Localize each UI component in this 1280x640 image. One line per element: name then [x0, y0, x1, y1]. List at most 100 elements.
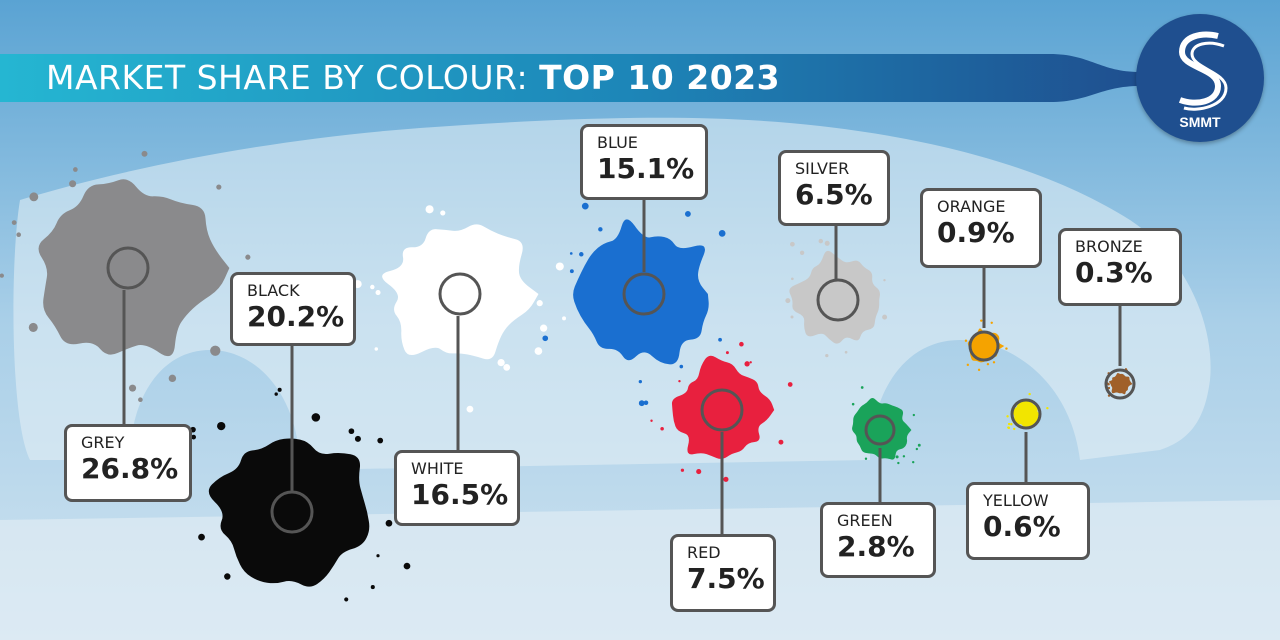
splat-droplet-yellow — [1006, 415, 1009, 418]
splat-droplet-red — [660, 427, 664, 431]
splat-droplet-green — [897, 461, 900, 465]
splat-droplet-green — [864, 457, 868, 460]
splat-droplet-blue — [542, 335, 549, 342]
splat-droplet-white — [425, 205, 434, 214]
label-box-blue: BLUE 15.1% — [580, 124, 708, 200]
splat-droplet-grey — [141, 150, 148, 157]
splat-droplet-grey — [138, 397, 143, 403]
value-label-white: 16.5% — [411, 478, 509, 511]
splat-droplet-blue — [718, 337, 722, 342]
splat-droplet-black — [274, 392, 278, 396]
marker-ring-orange — [968, 330, 1000, 362]
splat-droplet-yellow — [1046, 406, 1049, 410]
category-label-red: RED — [687, 543, 721, 562]
marker-ring-bronze — [1104, 368, 1136, 400]
value-label-green: 2.8% — [837, 530, 915, 563]
logo-text: SMMT — [1179, 114, 1221, 130]
splat-droplet-yellow — [1010, 422, 1013, 426]
label-box-yellow: YELLOW 0.6% — [966, 482, 1090, 560]
splat-droplet-grey — [16, 232, 22, 238]
splat-droplet-black — [403, 562, 411, 570]
splat-grey — [38, 179, 230, 357]
splat-droplet-red — [678, 379, 681, 383]
splat-droplet-green — [851, 402, 855, 406]
chart-title-bold: TOP 10 2023 — [539, 58, 781, 97]
value-label-yellow: 0.6% — [983, 510, 1061, 543]
category-label-white: WHITE — [411, 459, 464, 478]
category-label-silver: SILVER — [795, 159, 850, 178]
splat-droplet-grey — [245, 254, 251, 260]
chart-title-light: MARKET SHARE BY COLOUR: — [46, 58, 540, 97]
marker-ring-yellow — [1010, 398, 1042, 430]
splat-droplet-blue — [643, 400, 649, 405]
splat-droplet-red — [778, 439, 784, 445]
splat-droplet-grey — [129, 384, 137, 392]
splat-droplet-grey — [216, 184, 222, 190]
splat-droplet-white — [497, 358, 505, 367]
chart-title: MARKET SHARE BY COLOUR: TOP 10 2023 — [46, 58, 780, 98]
splat-droplet-black — [377, 437, 384, 444]
splat-yellow — [1012, 399, 1041, 428]
label-box-white: WHITE 16.5% — [394, 450, 520, 526]
splat-droplet-black — [311, 413, 321, 422]
splat-droplet-orange — [977, 368, 981, 372]
label-box-orange: ORANGE 0.9% — [920, 188, 1042, 268]
splat-droplet-grey — [69, 180, 77, 188]
splat-droplet-white — [374, 347, 379, 351]
splat-droplet-black — [198, 533, 205, 541]
splat-droplet-green — [915, 447, 919, 451]
splat-droplet-red — [739, 341, 744, 347]
splat-droplet-green — [902, 455, 906, 458]
splat-droplet-red — [650, 419, 653, 422]
splat-droplet-blue — [581, 202, 589, 210]
splat-droplet-silver — [785, 298, 791, 304]
splat-droplet-grey — [210, 345, 221, 356]
marker-ring-blue — [622, 272, 666, 316]
splat-green — [852, 397, 912, 460]
splat-droplet-black — [354, 435, 361, 442]
label-box-silver: SILVER 6.5% — [778, 150, 890, 226]
splat-droplet-blue — [684, 211, 691, 217]
splat-droplet-black — [348, 428, 355, 435]
splat-droplet-white — [370, 284, 375, 290]
splat-droplet-silver — [790, 315, 794, 319]
marker-ring-red — [700, 388, 744, 432]
splat-droplet-blue — [598, 227, 603, 232]
splat-droplet-black — [224, 573, 231, 580]
splat-droplet-white — [466, 405, 474, 413]
splat-droplet-red — [723, 476, 729, 482]
splat-droplet-silver — [882, 314, 888, 320]
splat-droplet-orange — [990, 321, 993, 324]
category-label-blue: BLUE — [597, 133, 638, 152]
value-label-grey: 26.8% — [81, 452, 179, 485]
splat-bronze — [1108, 373, 1133, 395]
splat-droplet-orange — [1005, 347, 1008, 350]
splat-droplet-grey — [0, 273, 4, 278]
marker-ring-grey — [106, 246, 150, 290]
splat-droplet-green — [912, 460, 915, 464]
splat-droplet-black — [385, 519, 393, 527]
splat-droplet-white — [555, 262, 564, 271]
label-box-grey: GREY 26.8% — [64, 424, 192, 502]
splat-droplet-grey — [28, 322, 38, 332]
smmt-s-icon — [1178, 31, 1228, 111]
splat-droplet-grey — [73, 167, 78, 172]
label-box-black: BLACK 20.2% — [230, 272, 356, 346]
value-label-red: 7.5% — [687, 562, 765, 595]
splat-droplet-silver — [799, 250, 805, 256]
splat-droplet-grey — [168, 374, 177, 383]
splat-black — [208, 438, 370, 587]
splat-droplet-blue — [679, 364, 684, 369]
splat-droplet-silver — [790, 277, 794, 281]
value-label-silver: 6.5% — [795, 178, 873, 211]
splat-droplet-orange — [980, 319, 983, 322]
splat-droplet-green — [912, 413, 916, 417]
marker-ring-silver — [816, 278, 860, 322]
splat-droplet-orange — [966, 363, 970, 367]
splat-red — [671, 355, 775, 459]
label-box-red: RED 7.5% — [670, 534, 776, 612]
splat-droplet-blue — [579, 252, 584, 257]
marker-ring-white — [438, 272, 482, 316]
splat-droplet-orange — [992, 361, 996, 364]
splat-droplet-red — [787, 382, 793, 387]
